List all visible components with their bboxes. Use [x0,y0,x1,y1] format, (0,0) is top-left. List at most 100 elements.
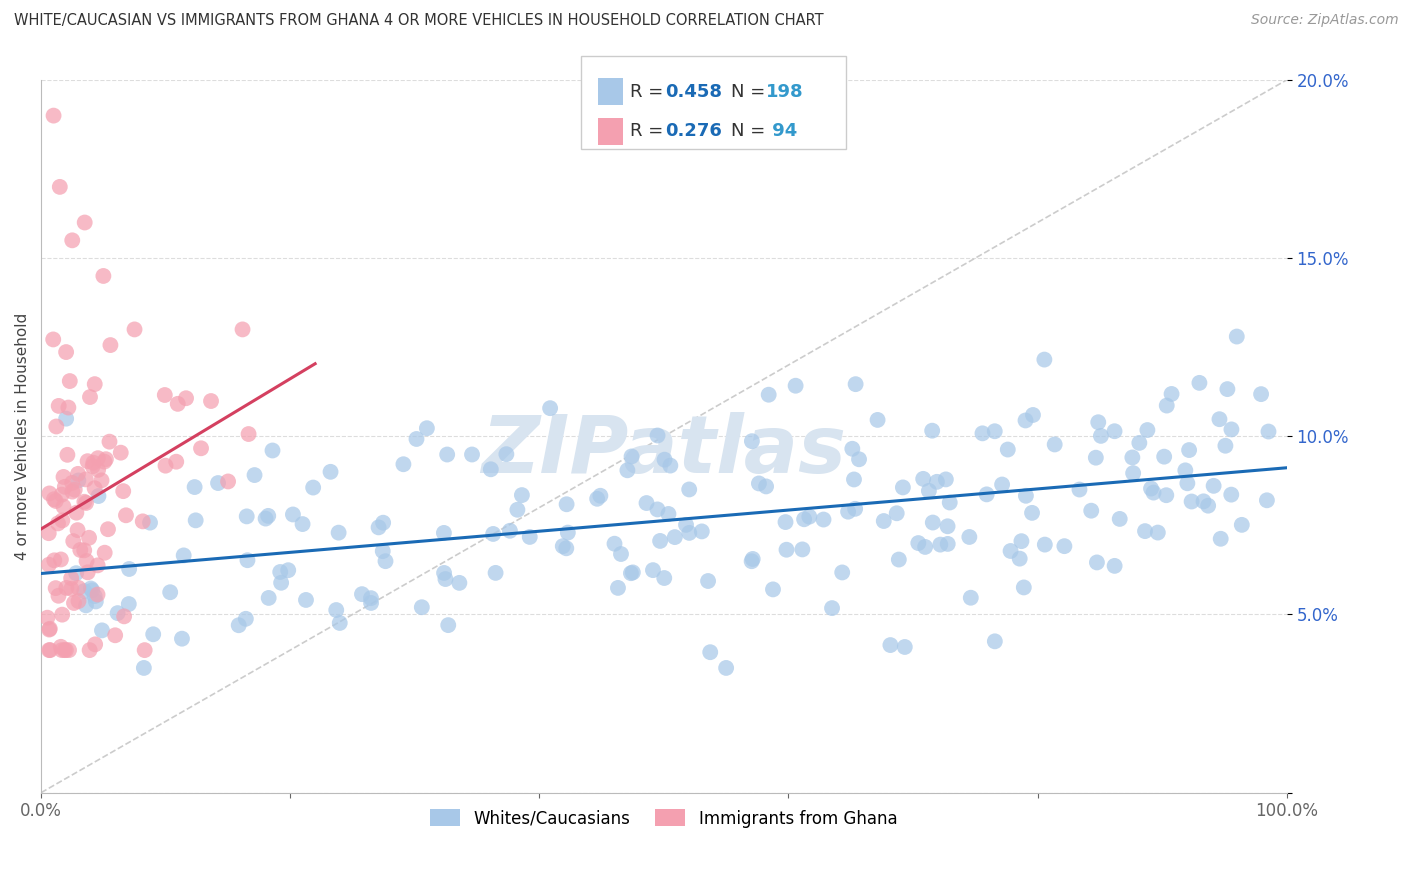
Point [48,399,70,413]
Point [118,597,141,611]
Point [166,397,188,411]
Point [929,538,952,552]
Point [235,612,257,626]
Point [52,470,75,484]
Point [329,615,352,630]
Point [1160,387,1182,401]
Point [641,563,664,577]
Point [46,516,69,531]
Point [55,643,77,657]
Point [741,434,763,449]
Point [59,374,82,388]
Point [80,582,103,596]
Point [93,546,115,560]
Point [938,495,960,509]
Text: Source: ZipAtlas.com: Source: ZipAtlas.com [1251,13,1399,28]
Point [63,596,86,610]
Point [586,491,609,506]
Point [678,483,700,497]
Point [984,424,1007,438]
Point [436,448,458,462]
Text: 94: 94 [766,122,797,140]
Point [792,542,814,557]
Point [1084,450,1107,465]
Point [959,591,981,605]
Point [785,378,807,392]
Point [112,609,135,624]
Point [79,643,101,657]
Point [184,513,207,527]
Point [1087,415,1109,429]
Point [45,494,67,508]
Text: 0.458: 0.458 [665,83,723,101]
Point [270,575,292,590]
Point [90,474,112,488]
Point [799,509,821,524]
Point [44,553,66,567]
Point [620,450,643,464]
Point [207,476,229,491]
Point [257,591,280,605]
Point [183,480,205,494]
Text: N =: N = [731,83,770,101]
Text: R =: R = [630,122,669,140]
Point [991,477,1014,491]
Point [75,496,97,510]
Point [94,452,117,467]
Point [1178,443,1201,458]
Point [104,628,127,642]
Point [555,541,578,556]
Text: ZIPatlas: ZIPatlas [481,411,846,490]
Point [60,571,83,585]
Point [697,574,720,588]
Point [1226,329,1249,343]
Point [1014,413,1036,427]
Point [79,390,101,404]
Point [37,610,59,624]
Point [976,487,998,501]
Point [813,512,835,526]
Point [73,543,96,558]
Point [48,589,70,603]
Point [243,468,266,483]
Point [837,505,859,519]
Point [63,483,86,497]
Point [367,520,389,534]
Point [107,606,129,620]
Point [1128,436,1150,450]
Point [914,540,936,554]
Point [831,566,853,580]
Point [437,618,460,632]
Point [1104,558,1126,573]
Point [38,526,60,541]
Point [647,428,669,442]
Point [484,566,506,580]
Point [918,483,941,498]
Point [1010,534,1032,549]
Point [82,456,104,470]
Point [115,508,138,523]
Point [894,640,917,654]
Point [1033,538,1056,552]
Point [153,388,176,402]
Point [269,565,291,579]
Point [295,593,318,607]
Point [699,645,721,659]
Point [60,484,83,499]
Point [620,566,643,581]
Point [758,388,780,402]
Point [93,268,115,283]
Point [190,442,212,456]
Point [60,475,83,490]
Point [155,458,177,473]
Point [257,508,280,523]
Point [42,109,65,123]
Point [866,413,889,427]
Point [38,623,60,637]
Point [235,509,257,524]
Point [411,600,433,615]
Point [678,525,700,540]
Point [51,607,73,622]
Point [200,394,222,409]
Point [98,434,121,449]
